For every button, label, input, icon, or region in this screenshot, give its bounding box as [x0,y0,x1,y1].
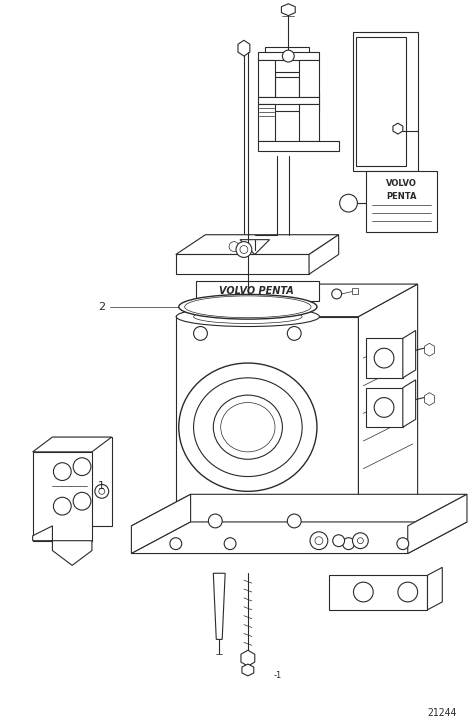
Polygon shape [264,47,319,111]
Circle shape [99,488,105,495]
Circle shape [374,398,394,417]
Circle shape [333,535,345,547]
Circle shape [357,538,364,544]
Circle shape [374,348,394,368]
Polygon shape [240,239,270,254]
Text: 1: 1 [98,482,105,492]
Circle shape [54,463,71,481]
Polygon shape [366,171,438,232]
Circle shape [209,514,222,528]
Circle shape [193,327,208,341]
Circle shape [170,538,182,549]
Circle shape [397,538,409,549]
Polygon shape [299,104,319,141]
Ellipse shape [193,309,302,324]
Circle shape [398,582,418,602]
Circle shape [343,538,355,549]
Circle shape [240,246,248,254]
Ellipse shape [213,395,283,459]
Polygon shape [196,281,319,301]
Polygon shape [258,141,338,151]
Polygon shape [131,522,467,554]
Ellipse shape [176,307,319,327]
Polygon shape [425,393,434,406]
Polygon shape [354,33,418,171]
Polygon shape [282,4,295,16]
Circle shape [95,484,109,498]
Polygon shape [258,52,319,60]
Polygon shape [176,254,309,274]
Polygon shape [176,235,338,254]
Polygon shape [358,284,418,526]
Circle shape [287,514,301,528]
Polygon shape [238,40,250,56]
Polygon shape [53,437,112,526]
Circle shape [283,50,294,62]
Polygon shape [309,235,338,274]
Polygon shape [213,257,227,270]
Polygon shape [393,123,403,134]
Circle shape [315,536,323,544]
Polygon shape [241,650,255,666]
Circle shape [340,194,357,212]
Polygon shape [213,573,225,639]
Ellipse shape [179,363,317,492]
Polygon shape [176,317,358,526]
Circle shape [353,533,368,549]
Circle shape [287,327,301,341]
Circle shape [332,289,342,299]
Polygon shape [425,343,434,356]
Circle shape [354,582,373,602]
Polygon shape [258,104,274,141]
Polygon shape [356,38,406,166]
Circle shape [54,497,71,515]
Polygon shape [131,495,191,554]
Circle shape [229,241,239,252]
Polygon shape [33,437,112,452]
Polygon shape [428,568,442,609]
Text: 2: 2 [98,301,105,312]
Text: PENTA: PENTA [387,192,417,201]
Polygon shape [258,60,274,97]
Circle shape [73,458,91,476]
Polygon shape [329,576,428,609]
Circle shape [224,538,236,549]
Polygon shape [33,452,92,541]
Text: VOLVO: VOLVO [386,179,417,188]
Polygon shape [242,664,254,676]
Text: 21244: 21244 [428,709,457,719]
Ellipse shape [193,378,302,476]
Polygon shape [299,60,319,97]
Polygon shape [131,495,467,526]
Circle shape [310,532,328,549]
Polygon shape [258,97,319,104]
Ellipse shape [179,294,317,319]
Text: VOLVO PENTA: VOLVO PENTA [219,286,294,296]
Polygon shape [403,380,416,427]
Polygon shape [366,338,403,378]
Polygon shape [408,495,467,554]
Polygon shape [366,388,403,427]
Polygon shape [176,284,418,317]
Polygon shape [403,330,416,378]
Ellipse shape [185,296,311,317]
Circle shape [236,241,252,257]
Polygon shape [353,288,358,294]
Polygon shape [33,526,92,565]
Text: -1: -1 [273,672,282,680]
Circle shape [73,492,91,510]
Ellipse shape [221,403,275,452]
